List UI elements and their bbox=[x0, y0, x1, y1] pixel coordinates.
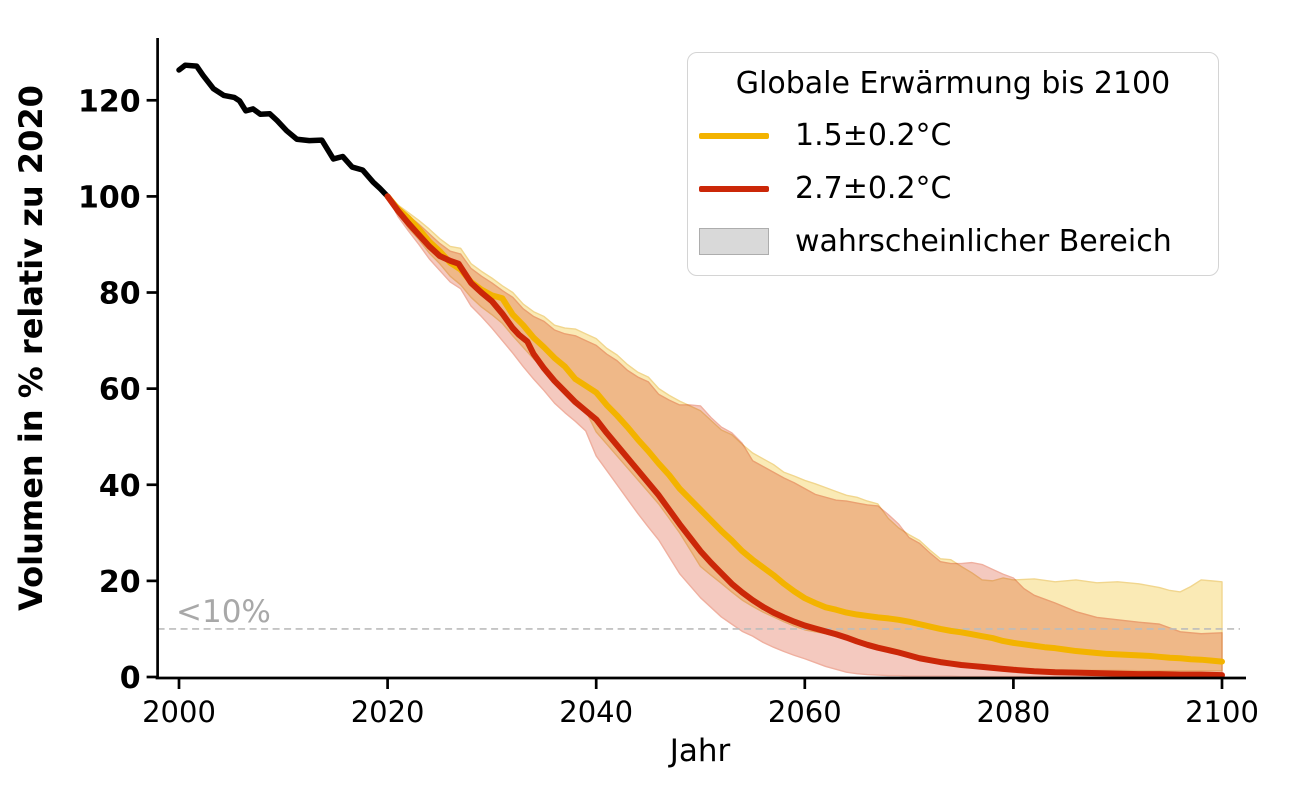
x-tick-label: 2080 bbox=[976, 695, 1050, 729]
warming-2p7-line bbox=[384, 193, 1225, 679]
y-tick-label: 0 bbox=[120, 661, 141, 696]
y-tick-label: 60 bbox=[99, 373, 141, 408]
historical-line bbox=[176, 62, 391, 200]
x-tick-label: 2060 bbox=[768, 695, 842, 729]
y-tick-label: 40 bbox=[99, 469, 141, 504]
x-tick-label: 2040 bbox=[559, 695, 633, 729]
y-tick-label: 100 bbox=[78, 180, 141, 215]
legend-label-range: wahrscheinlicher Bereich bbox=[795, 224, 1172, 259]
legend-patch-swatch bbox=[699, 228, 769, 255]
threshold-annotation: <10% bbox=[176, 594, 271, 630]
y-tick-label: 80 bbox=[99, 277, 141, 312]
y-axis-label: Volumen in % relativ zu 2020 bbox=[12, 85, 50, 611]
legend-label-1p5: 1.5±0.2°C bbox=[795, 118, 952, 153]
legend: Globale Erwärmung bis 2100 1.5±0.2°C 2.7… bbox=[687, 52, 1219, 276]
x-axis-label: Jahr bbox=[669, 733, 731, 769]
x-tick-label: 2020 bbox=[351, 695, 425, 729]
x-tick-label: 2000 bbox=[142, 695, 216, 729]
y-tick-label: 120 bbox=[78, 84, 141, 119]
legend-line-swatch-yellow bbox=[699, 132, 769, 139]
legend-title: Globale Erwärmung bis 2100 bbox=[735, 66, 1171, 101]
legend-line-swatch-red bbox=[699, 185, 769, 192]
y-tick-label: 20 bbox=[99, 565, 141, 600]
legend-item-range: wahrscheinlicher Bereich bbox=[688, 215, 1218, 268]
warming-1p5-line bbox=[384, 193, 1225, 665]
legend-item-2p7: 2.7±0.2°C bbox=[688, 162, 1218, 215]
x-tick-label: 2100 bbox=[1185, 695, 1259, 729]
legend-item-1p5: 1.5±0.2°C bbox=[688, 109, 1218, 162]
legend-label-2p7: 2.7±0.2°C bbox=[795, 171, 952, 206]
